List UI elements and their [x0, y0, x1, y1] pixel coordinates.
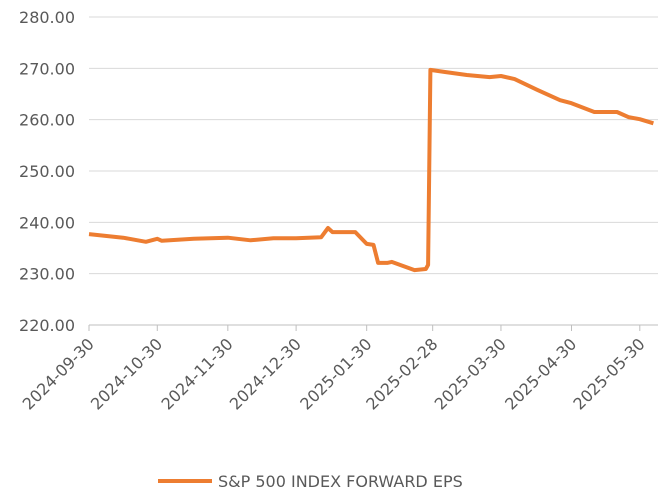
legend-label: S&P 500 INDEX FORWARD EPS: [218, 472, 463, 491]
y-tick-label: 260.00: [19, 111, 75, 130]
x-tick-label: 2024-12-30: [226, 334, 305, 413]
x-tick-label: 2024-10-30: [87, 334, 166, 413]
line: [88, 67, 654, 273]
x-tick-label: 2024-09-30: [19, 334, 98, 413]
x-tick-label: 2025-04-30: [501, 334, 580, 413]
x-tick-label: 2025-05-30: [569, 334, 648, 413]
x-tick-label: 2025-03-30: [431, 334, 510, 413]
y-tick-label: 240.00: [19, 213, 75, 232]
y-tick-label: 270.00: [19, 59, 75, 78]
y-tick-label: 280.00: [19, 8, 75, 27]
y-tick-label: 220.00: [19, 316, 75, 335]
x-tick-label: 2024-11-30: [157, 334, 236, 413]
x-tick-label: 2025-02-28: [362, 334, 441, 413]
y-tick-label: 230.00: [19, 265, 75, 284]
y-tick-label: 250.00: [19, 162, 75, 181]
